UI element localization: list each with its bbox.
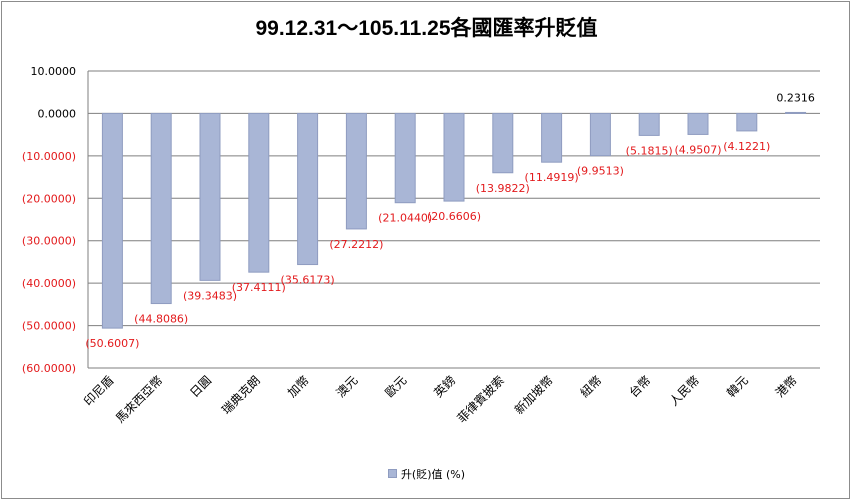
- data-label: 0.2316: [776, 91, 815, 104]
- x-tick-label: 韓元: [724, 373, 751, 400]
- data-label: (44.8086): [134, 313, 188, 326]
- bar: [492, 112, 514, 174]
- bar: [394, 112, 416, 204]
- data-label: (4.1221): [723, 140, 770, 153]
- bar: [736, 112, 758, 132]
- data-label: (5.1815): [626, 144, 673, 157]
- data-label: (27.2212): [329, 238, 383, 251]
- bar: [785, 111, 807, 114]
- x-tick-label: 新加坡幣: [511, 373, 556, 418]
- legend-label: 升(貶)值 (%): [400, 468, 466, 481]
- bar: [199, 112, 221, 281]
- bar: [687, 112, 709, 135]
- x-tick-label: 加幣: [285, 373, 312, 400]
- bar: [541, 112, 563, 163]
- data-label: (13.9822): [476, 182, 530, 195]
- x-tick-label: 澳元: [334, 373, 361, 400]
- data-label: (11.4919): [525, 171, 579, 184]
- y-tick-label: (30.0000): [22, 235, 76, 248]
- x-tick-label: 菲律賓披索: [454, 373, 507, 426]
- bar: [589, 112, 611, 157]
- y-tick-label: (20.0000): [22, 192, 76, 205]
- legend-swatch: [387, 469, 397, 478]
- bar: [248, 112, 270, 273]
- x-tick-label: 台幣: [626, 373, 654, 401]
- x-tick-label: 馬來西亞幣: [113, 373, 165, 425]
- x-tick-label: 印尼盾: [81, 373, 116, 408]
- x-tick-label: 紐幣: [578, 373, 605, 400]
- data-label: (20.6606): [427, 210, 481, 223]
- y-tick-label: (50.0000): [22, 320, 76, 333]
- x-tick-label: 瑞典克朗: [219, 373, 263, 417]
- data-label: (35.6173): [281, 274, 335, 287]
- bar: [443, 112, 465, 202]
- y-tick-label: (60.0000): [22, 362, 76, 375]
- legend: 升(貶)值 (%): [0, 466, 853, 482]
- bar: [150, 112, 172, 305]
- y-tick-label: (10.0000): [22, 150, 76, 163]
- x-tick-label: 歐元: [382, 373, 410, 401]
- x-tick-label: 日圓: [187, 373, 214, 400]
- data-label: (39.3483): [183, 289, 237, 302]
- data-label: (21.0440): [378, 212, 432, 225]
- data-label: (9.9513): [577, 165, 624, 178]
- chart-title: 99.12.31～105.11.25各國匯率升貶值: [255, 17, 598, 40]
- bar: [638, 112, 660, 136]
- x-tick-label: 港幣: [773, 373, 800, 400]
- bar-layer: [101, 111, 807, 329]
- x-tick-label: 人民幣: [667, 373, 702, 408]
- y-tick-label: 10.0000: [31, 65, 77, 78]
- y-tick-label: (40.0000): [22, 277, 76, 290]
- data-label: (50.6007): [85, 337, 139, 350]
- y-tick-label: 0.0000: [38, 107, 77, 120]
- y-tick-layer: 10.0000 0.0000 (10.0000) (20.0000) (30.0000)…: [22, 65, 76, 375]
- data-label: (4.9507): [674, 143, 721, 156]
- data-label-layer: (50.6007) (44.8086) (39.3483)(37.4111)(35.…: [85, 91, 814, 350]
- data-label: (37.4111): [232, 281, 286, 294]
- bar: [101, 112, 123, 329]
- x-tick-label: 英鎊: [431, 373, 459, 401]
- bar: [297, 112, 319, 266]
- bar: [345, 112, 367, 230]
